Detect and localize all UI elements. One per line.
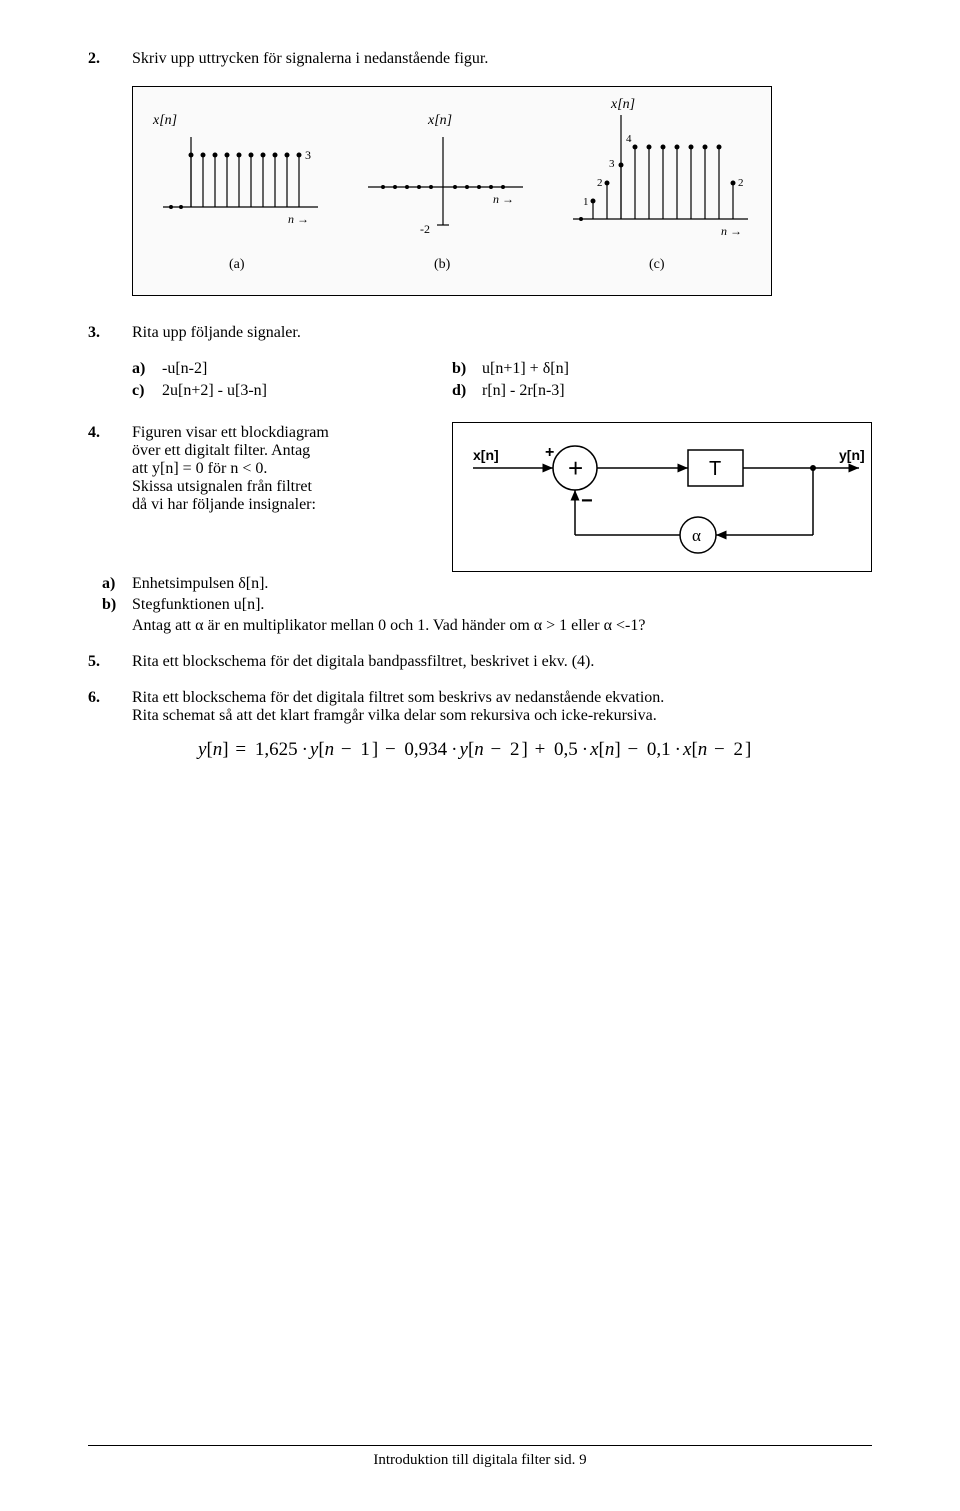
svg-text:1: 1 (583, 196, 589, 208)
question-2: 2. Skriv upp uttrycken för signalerna i … (88, 50, 872, 68)
question-4: 4. Figuren visar ett blockdiagram över e… (88, 424, 872, 572)
stem-plot-a: 3 n → (153, 117, 333, 257)
q3-opt-c: c) 2u[n+2] - u[3-n] (132, 382, 452, 400)
stem-plot-b: -2 n → (358, 117, 538, 257)
page-footer: Introduktion till digitala filter sid. 9 (88, 1445, 872, 1469)
q6-text-line2: Rita schemat så att det klart framgår vi… (132, 707, 872, 725)
q3-options: a) -u[n-2] b) u[n+1] + δ[n] c) 2u[n+2] -… (132, 360, 872, 400)
q3-opt-b: b) u[n+1] + δ[n] (452, 360, 772, 378)
q3-opt-d-label: d) (452, 382, 482, 400)
diagram-alpha-label: α (692, 526, 701, 545)
q3-opt-c-label: c) (132, 382, 162, 400)
panel-b-label: (b) (434, 257, 450, 273)
diagram-yn-label: y[n] (839, 447, 865, 463)
q2-text: Skriv upp uttrycken för signalerna i ned… (132, 50, 872, 68)
q4-a-label: a) (102, 575, 132, 593)
figure-signals: x[n] (132, 86, 772, 296)
q4-sub-a: a) Enhetsimpulsen δ[n]. (88, 575, 872, 593)
q3-opt-d: d) r[n] - 2r[n-3] (452, 382, 772, 400)
q3-number: 3. (88, 324, 132, 342)
panel-a-label: (a) (229, 257, 245, 273)
stem-plot-c: 1 2 3 4 2 n → (563, 101, 758, 257)
panel-c-axis-label: x[n] (611, 97, 635, 113)
q4-a-text: Enhetsimpulsen δ[n]. (132, 575, 268, 593)
q3-opt-a-text: -u[n-2] (162, 360, 207, 378)
q3-opt-d-text: r[n] - 2r[n-3] (482, 382, 565, 400)
footer-divider (88, 1445, 872, 1446)
q4-intro-line5: då vi har följande insignaler: (132, 496, 432, 514)
block-diagram-figure: x[n] + + − T (452, 422, 872, 572)
q4-intro-line4: Skissa utsignalen från filtret (132, 478, 432, 496)
svg-text:4: 4 (626, 133, 632, 145)
svg-text:2: 2 (597, 177, 603, 189)
q5-number: 5. (88, 653, 132, 671)
diagram-plus: + (568, 453, 583, 483)
q3-opt-a: a) -u[n-2] (132, 360, 452, 378)
q3-opt-b-label: b) (452, 360, 482, 378)
panel-b-valm2: -2 (420, 222, 430, 236)
svg-text:2: 2 (738, 177, 744, 189)
page: 2. Skriv upp uttrycken för signalerna i … (0, 0, 960, 1511)
q4-b-text: Stegfunktionen u[n]. (132, 596, 264, 614)
q4-intro: Figuren visar ett blockdiagram över ett … (132, 424, 432, 514)
q6-text-line1: Rita ett blockschema för det digitala fi… (132, 689, 872, 707)
question-6: 6. Rita ett blockschema för det digitala… (88, 689, 872, 725)
panel-a-narrow: n → (288, 212, 309, 226)
q4-b-label: b) (102, 596, 132, 614)
q3-opt-a-label: a) (132, 360, 162, 378)
diagram-t-label: T (709, 458, 721, 480)
panel-b-narrow: n → (493, 192, 514, 206)
q4-sub-b: b) Stegfunktionen u[n]. (88, 596, 872, 614)
figure-panel-a: x[n] (153, 117, 333, 257)
q4-intro-line2: över ett digitalt filter. Antag (132, 442, 432, 460)
q4-number: 4. (88, 424, 132, 442)
figure-panel-b: x[n] -2 n → (358, 117, 538, 257)
figure-panel-c: x[n] (563, 101, 758, 257)
panel-a-axis-label: x[n] (153, 113, 177, 129)
q3-text: Rita upp följande signaler. (132, 324, 872, 342)
q5-text: Rita ett blockschema för det digitala ba… (132, 653, 872, 671)
panel-a-val3: 3 (305, 148, 311, 162)
q2-number: 2. (88, 50, 132, 68)
q6-number: 6. (88, 689, 132, 707)
q4-intro-line3: att y[n] = 0 för n < 0. (132, 460, 432, 478)
footer-text: Introduktion till digitala filter sid. 9 (88, 1452, 872, 1469)
diagram-xn-label: x[n] (473, 447, 499, 463)
diagram-minus-sign: − (581, 490, 593, 512)
block-diagram-svg: x[n] + + − T (453, 423, 871, 571)
svg-text:3: 3 (609, 158, 615, 170)
q4-after-text: Antag att α är en multiplikator mellan 0… (132, 617, 872, 635)
q3-opt-b-text: u[n+1] + δ[n] (482, 360, 569, 378)
svg-text:n →: n → (721, 224, 742, 238)
q4-intro-line1: Figuren visar ett blockdiagram (132, 424, 432, 442)
panel-c-label: (c) (649, 257, 665, 273)
panel-b-axis-label: x[n] (428, 113, 452, 129)
question-5: 5. Rita ett blockschema för det digitala… (88, 653, 872, 671)
diagram-plus-sign: + (545, 444, 554, 461)
question-3: 3. Rita upp följande signaler. (88, 324, 872, 342)
q6-equation: y[n] = 1,625· y[n − 1] − 0,934· y[n − 2]… (198, 739, 872, 761)
q3-opt-c-text: 2u[n+2] - u[3-n] (162, 382, 267, 400)
